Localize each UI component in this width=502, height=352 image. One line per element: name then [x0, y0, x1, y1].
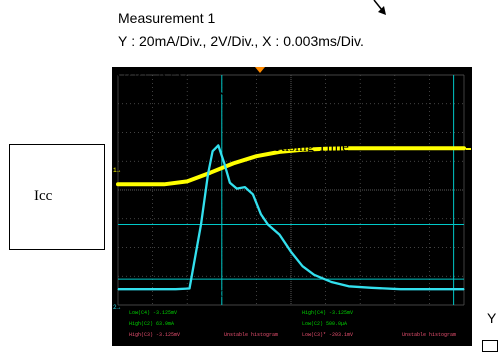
- vcc-point: [117, 183, 119, 186]
- vcc-point: [163, 183, 165, 186]
- corner-box: [482, 340, 498, 352]
- vcc-point: [463, 147, 465, 150]
- vcc-arrow-icon: [231, 97, 243, 108]
- icc-point: [313, 274, 315, 276]
- icc-point: [229, 182, 231, 184]
- top-arrow-icon: [373, 0, 386, 15]
- readout: High(C3) -3.125mV: [129, 332, 181, 338]
- icc-arrow-line: [201, 254, 209, 274]
- vcc-point: [417, 147, 419, 150]
- vcc-point: [301, 148, 304, 151]
- rising-time-label: Rising Time: [275, 139, 349, 155]
- readout: High(C2) 63.9mA: [129, 321, 175, 327]
- icc-point: [463, 288, 465, 290]
- icc-point: [330, 281, 332, 283]
- icc-label-box: Icc: [9, 144, 105, 250]
- corner-y-label: Y: [487, 310, 497, 326]
- icc-point: [267, 223, 269, 226]
- peak-current-label: Peak Current: [335, 233, 414, 249]
- readout: Unstable histogram: [402, 332, 457, 338]
- icc-point: [211, 150, 214, 152]
- icc-point: [188, 287, 191, 290]
- vcc-point: [370, 147, 373, 150]
- vcc-arrow-line: [211, 86, 237, 104]
- vcc-point: [186, 180, 188, 183]
- vcc-annotation: VCC : 2.5V: [116, 71, 189, 87]
- peak-current-value: about 100mA: [328, 262, 411, 278]
- icc-point: [399, 288, 402, 290]
- icc-point: [236, 187, 238, 190]
- readout: Low(C3)* -203.1mV: [302, 332, 354, 338]
- icc-point: [301, 265, 304, 267]
- icc-point: [252, 193, 254, 195]
- readout: Unstable histogram: [224, 332, 279, 338]
- icc-point: [217, 144, 219, 147]
- icc-point: [348, 285, 350, 287]
- icc-label: Icc: [34, 188, 53, 204]
- icc-point: [207, 173, 209, 175]
- vcc-point: [232, 162, 235, 165]
- icc-point: [260, 213, 262, 216]
- oscilloscope-screen: 1→ 2→ VCC : 2.5V Rising Time 0.01ms Peak…: [112, 67, 472, 346]
- icc-point: [223, 162, 225, 164]
- readout: Low(C2) 500.0µA: [302, 321, 348, 327]
- scope-grid: [117, 74, 465, 306]
- scope-plot: [116, 67, 471, 306]
- icc-point: [278, 233, 281, 236]
- icc-arrow-icon: [197, 247, 206, 258]
- icc-point: [175, 288, 177, 290]
- icc-point: [290, 251, 292, 253]
- vcc-point: [255, 155, 258, 158]
- vcc-point: [278, 151, 281, 153]
- icc-annotation: ICC: [208, 282, 226, 300]
- scale-info: Y : 20mA/Div., 2V/Div., X : 0.003ms/Div.: [118, 33, 364, 49]
- icc-point: [117, 288, 119, 290]
- trigger-marker-icon: [255, 67, 265, 73]
- vcc-point: [347, 147, 350, 150]
- channel-1-marker: 1→: [113, 167, 121, 174]
- vcc-point: [209, 171, 212, 174]
- icc-point: [371, 287, 373, 289]
- rising-time-value: 0.01ms: [275, 182, 319, 198]
- channel-2-marker: 2→: [113, 304, 121, 311]
- readout: High(C4) -3.125mV: [302, 310, 354, 316]
- icc-point: [200, 223, 202, 226]
- readout: Low(C4) -3.125mV: [129, 310, 178, 316]
- icc-point: [244, 186, 246, 188]
- icc-annotation-main: I: [208, 282, 213, 298]
- icc-annotation-sub: CC: [213, 289, 227, 300]
- vcc-point: [324, 147, 327, 150]
- cursor-lines: [118, 75, 464, 305]
- chart-title: Measurement 1: [118, 10, 216, 26]
